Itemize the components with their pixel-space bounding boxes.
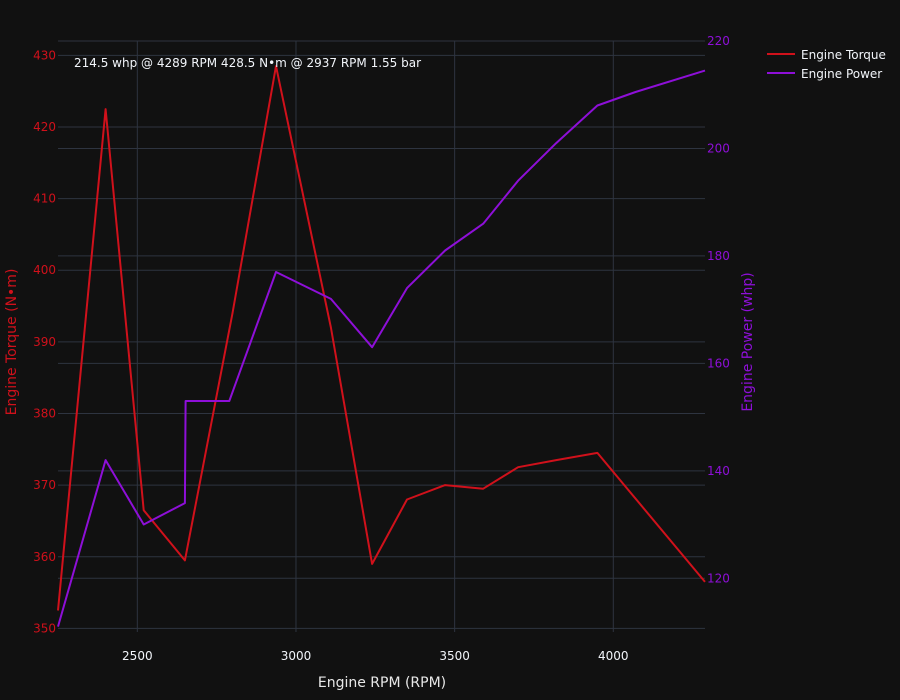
x-tick-label: 3500 <box>439 649 470 663</box>
y-left-tick-label: 380 <box>33 407 56 421</box>
y-axis-right-title: Engine Power (whp) <box>740 272 756 411</box>
legend-item-power[interactable]: Engine Power <box>767 67 882 81</box>
x-tick-label: 3000 <box>281 649 312 663</box>
legend-item-torque[interactable]: Engine Torque <box>767 48 886 62</box>
y-left-tick-label: 350 <box>33 621 56 635</box>
y-left-tick-label: 360 <box>33 550 56 564</box>
x-tick-label: 2500 <box>122 649 153 663</box>
legend-label-torque: Engine Torque <box>801 48 886 62</box>
y-right-tick-label: 200 <box>707 141 730 155</box>
legend-label-power: Engine Power <box>801 67 882 81</box>
y-axis-left-title: Engine Torque (N•m) <box>4 269 20 416</box>
y-left-tick-label: 430 <box>33 48 56 62</box>
y-left-tick-label: 390 <box>33 335 56 349</box>
y-right-tick-label: 160 <box>707 356 730 370</box>
x-tick-label: 4000 <box>598 649 629 663</box>
chart-annotation: 214.5 whp @ 4289 RPM 428.5 N•m @ 2937 RP… <box>74 56 421 70</box>
y-right-tick-label: 180 <box>707 249 730 263</box>
x-axis-title: Engine RPM (RPM) <box>318 675 446 691</box>
y-right-tick-label: 140 <box>707 464 730 478</box>
power-line[interactable] <box>57 69 706 627</box>
legend: Engine Torque Engine Power <box>767 48 886 81</box>
y-left-tick-label: 410 <box>33 192 56 206</box>
y-right-tick-label: 120 <box>707 571 730 585</box>
y-left-tick-label: 400 <box>33 263 56 277</box>
y-right-tick-label: 220 <box>707 34 730 48</box>
y-left-tick-label: 420 <box>33 120 56 134</box>
y-left-tick-label: 370 <box>33 478 56 492</box>
torque-line[interactable] <box>57 65 706 611</box>
